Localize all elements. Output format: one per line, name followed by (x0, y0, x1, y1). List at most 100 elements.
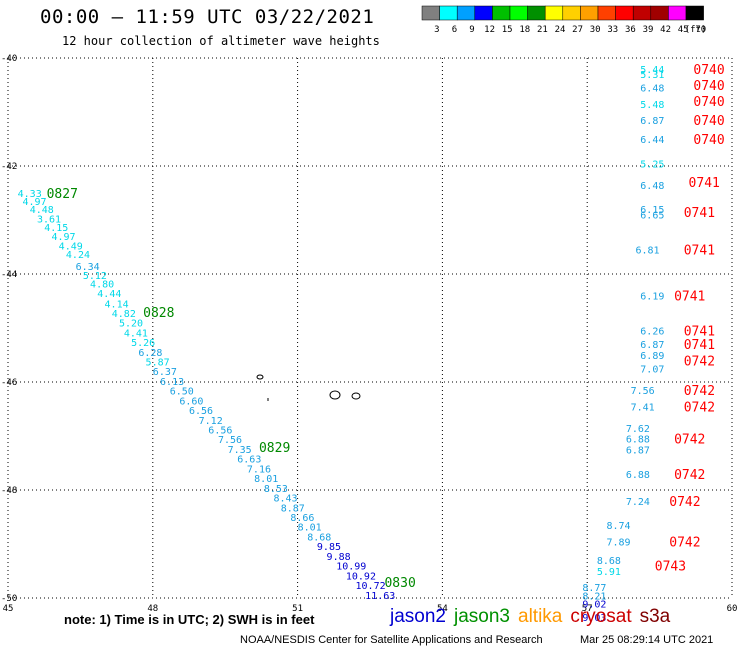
island-shape (351, 392, 361, 400)
swh-data-label: 8.66 (290, 513, 314, 524)
swh-data-label: 6.50 (170, 387, 194, 398)
time-data-label: 0830 (384, 576, 415, 591)
colorbar-label: 12 (484, 25, 495, 35)
swh-data-label: 6.15 (640, 205, 664, 216)
x-tick-label: 54 (437, 604, 448, 614)
time-data-label: 0828 (143, 306, 174, 321)
swh-data-label: 6.89 (640, 351, 664, 362)
footer-credit: NOAA/NESDIS Center for Satellite Applica… (240, 634, 543, 646)
swh-data-label: 6.87 (640, 116, 664, 127)
swh-data-label: 4.33 (18, 189, 42, 200)
island-outlines (256, 374, 361, 401)
swh-data-label: 5.20 (119, 319, 143, 330)
swh-data-label: 4.14 (105, 300, 129, 311)
time-data-label: 0741 (684, 325, 715, 340)
y-tick-label: -50 (1, 594, 17, 604)
swh-data-label: 5.91 (597, 567, 621, 578)
swh-data-label: 10.72 (356, 581, 386, 592)
mission-legend: jason2 jason3 altika cryosat s3a (390, 606, 678, 628)
swh-data-label: 6.88 (626, 435, 650, 446)
swh-data-label: 7.41 (631, 402, 655, 413)
time-data-label: 0740 (693, 79, 724, 94)
color-scale-legend: 3 6 9 12 15 18 21 24 27 30 33 36 39 42 45 70(ft) (421, 5, 707, 35)
swh-data-label: 5.48 (640, 100, 664, 111)
colorbar-swatch (421, 5, 440, 21)
colorbar-swatch (527, 5, 546, 21)
swh-data-label: 11.63 (365, 591, 395, 602)
swh-data-label: 9.85 (317, 542, 341, 553)
colorbar-label: 70 (695, 25, 706, 35)
mission-legend-item: jason3 (454, 606, 510, 627)
colorbar-label: 39 (643, 25, 654, 35)
time-data-label: 0740 (693, 133, 724, 148)
colorbar-swatch (474, 5, 493, 21)
colorbar-label: 3 (434, 25, 439, 35)
time-data-label: 0742 (674, 468, 705, 483)
swh-data-label: 6.19 (640, 292, 664, 303)
island-shape (256, 374, 264, 380)
colorbar-label: 15 (502, 25, 513, 35)
swh-data-label: 8.68 (597, 556, 621, 567)
swh-data-label: 6.28 (138, 348, 162, 359)
colorbar-swatch (509, 5, 528, 21)
time-data-label: 0740 (693, 114, 724, 129)
time-data-label: 0829 (259, 441, 290, 456)
swh-data-label: 8.21 (582, 591, 606, 602)
swh-data-label: 9.02 (582, 599, 606, 610)
swh-data-label: 4.15 (44, 223, 68, 234)
swh-data-label: 3.61 (37, 214, 61, 225)
swh-data-label: 6.56 (208, 426, 232, 437)
swh-data-label: 6.48 (640, 84, 664, 95)
swh-data-label: 8.43 (273, 494, 297, 505)
colorbar-swatch (632, 5, 652, 21)
swh-data-label: 6.87 (626, 446, 650, 457)
swh-data-label: 6.48 (640, 181, 664, 192)
swh-data-label: 5.87 (146, 357, 170, 368)
colorbar-label: 42 (660, 25, 671, 35)
swh-data-label: 8.77 (582, 583, 606, 594)
colorbar-swatch (544, 5, 564, 21)
colorbar-label: 45 (678, 25, 689, 35)
colorbar-unit: (ft) (685, 25, 707, 35)
time-data-label: 0827 (47, 187, 78, 202)
x-tick-label: 60 (727, 604, 738, 614)
x-tick-label: 51 (292, 604, 303, 614)
time-data-label: 0742 (669, 495, 700, 510)
swh-data-label: 4.97 (51, 232, 75, 243)
swh-data-label: 7.89 (607, 537, 631, 548)
colorbar-swatch (685, 5, 704, 21)
swh-data-label: 4.82 (112, 309, 136, 320)
swh-data-label: 7.35 (228, 445, 252, 456)
time-data-label: 0741 (674, 290, 705, 305)
colorbar-label: 21 (537, 25, 548, 35)
colorbar-swatch (580, 5, 599, 21)
swh-data-label: 4.24 (66, 250, 90, 261)
y-tick-label: -44 (1, 270, 17, 280)
time-data-label: 0742 (684, 384, 715, 399)
time-data-label: 0741 (684, 338, 715, 353)
footer-note: note: 1) Time is in UTC; 2) SWH is in fe… (64, 612, 315, 627)
swh-data-label: 5.12 (83, 271, 107, 282)
footer-timestamp: Mar 25 08:29:14 UTC 2021 (580, 634, 714, 646)
swh-data-label: 7.62 (626, 424, 650, 435)
time-data-label: 0742 (684, 400, 715, 415)
colorbar-label: 30 (590, 25, 601, 35)
swh-data-label: 7.12 (199, 416, 223, 427)
mission-legend-item: jason2 (390, 606, 446, 627)
swh-data-label: 6.87 (640, 340, 664, 351)
island-shape (329, 390, 341, 400)
swh-data-label: 6.37 (153, 367, 177, 378)
swh-data-label: 8.01 (254, 474, 278, 485)
swh-data-label: 5.44 (640, 65, 664, 76)
chart-axes: 45 48 51 54 57 60 -40 -42 -44 -46 -48 -50 (1, 54, 737, 614)
swh-data-label: 4.48 (30, 205, 54, 216)
swh-data-label: 8.87 (281, 503, 305, 514)
colorbar-swatch (597, 5, 616, 21)
swh-data-label: 7.24 (626, 497, 650, 508)
colorbar-label: 9 (469, 25, 474, 35)
time-data-label: 0743 (655, 560, 686, 575)
swh-data-label: 6.81 (635, 246, 659, 257)
swh-data-label: 8.68 (307, 532, 331, 543)
chart-marks: 4.334.974.483.614.154.974.494.246.345.12… (18, 63, 725, 624)
